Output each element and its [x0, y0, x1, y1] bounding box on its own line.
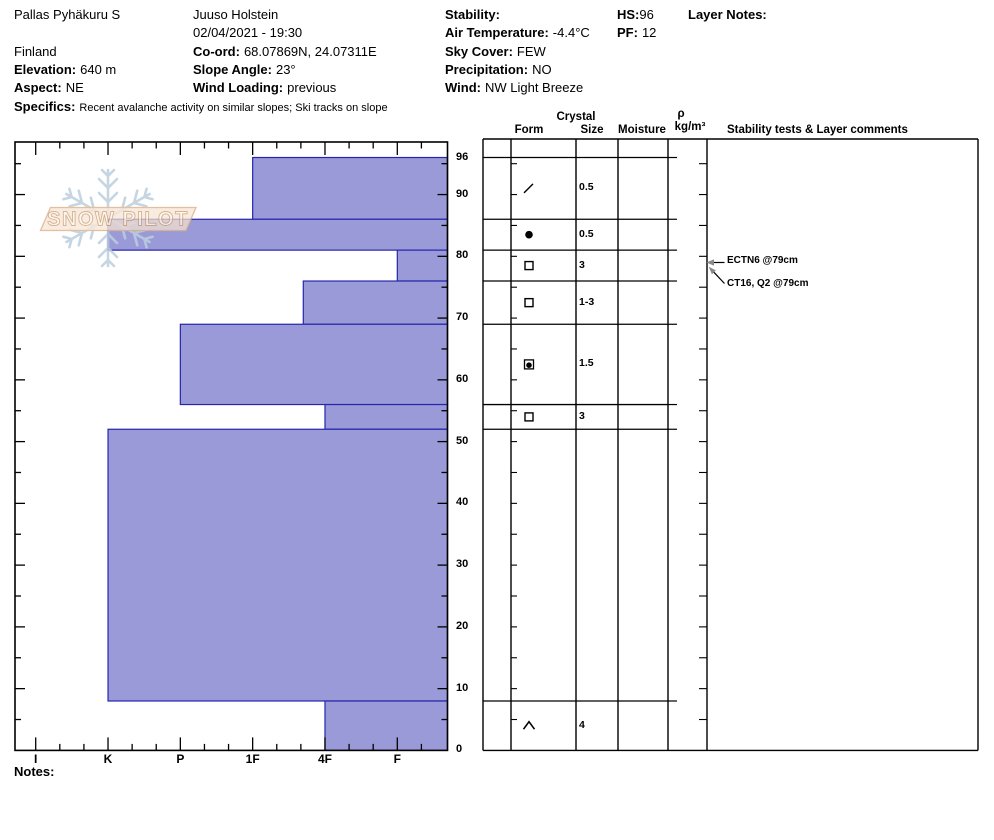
layer-bar-96-86 [252, 156, 449, 220]
pit-coordinates: Co-ord: 68.07869N, 24.07311E [193, 43, 377, 59]
col-header-density-units: kg/m³ [674, 121, 706, 133]
layer-bar-8-0 [324, 700, 449, 752]
specifics: Specifics: Recent avalanche activity on s… [14, 98, 388, 114]
notes-heading: Notes: [14, 764, 55, 779]
grain-form-symbols [522, 183, 536, 730]
chart-frame [14, 141, 449, 752]
precipitation: Precipitation: NO [445, 62, 552, 77]
x-axis-label-P: P [176, 751, 185, 766]
y-axis-label-96: 96 [456, 150, 469, 163]
slope-angle: Slope Angle: 23° [193, 62, 296, 77]
y-axis-label-60: 60 [456, 372, 469, 385]
stability-field: Stability: [445, 7, 500, 22]
col-header-moisture: Moisture [618, 124, 666, 136]
stability-test-arrows [706, 259, 725, 284]
stability-test-ectn: ECTN6 @79cm [727, 255, 798, 267]
layer-notes-heading: Layer Notes: [688, 7, 767, 22]
grain-size-value: 1.5 [579, 357, 594, 370]
x-axis-label-F: F [393, 751, 401, 766]
pit-datetime: 02/04/2021 - 19:30 [193, 25, 303, 41]
y-axis-label-80: 80 [456, 249, 469, 262]
site-aspect: Aspect: NE [14, 80, 84, 96]
snowpilot-logo: SNOW PILOT [39, 168, 197, 268]
grain-size-value: 3 [579, 258, 585, 271]
layer-table-grid [482, 138, 979, 752]
wind: Wind: NW Light Breeze [445, 80, 584, 96]
y-axis-label-40: 40 [456, 496, 469, 509]
grain-size-value: 4 [579, 718, 585, 731]
sky-cover: Sky Cover: FEW [445, 43, 546, 59]
col-header-size: Size [580, 124, 604, 136]
y-axis-label-90: 90 [456, 187, 469, 200]
layer-bar-52-8 [107, 428, 449, 702]
grain-size-value: 1-3 [579, 295, 595, 308]
y-axis-label-20: 20 [456, 619, 469, 632]
x-axis-label-K: K [103, 751, 113, 766]
wind-loading: Wind Loading: previous [193, 80, 337, 96]
logo-banner [39, 206, 197, 232]
hardness-bars [107, 156, 449, 752]
pit-foot-depth: PF: 12 [617, 25, 657, 41]
site-elevation: Elevation: 640 m [14, 62, 117, 77]
snow-height-total: HS:96 [617, 7, 654, 22]
layer-bar-69-56 [179, 323, 449, 406]
air-temperature: Air Temperature: -4.4°C [445, 25, 590, 41]
layer-bar-56-52 [324, 403, 449, 430]
grain-size-value: 0.5 [579, 181, 594, 194]
stability-test-ct: CT16, Q2 @79cm [727, 277, 809, 289]
y-axis-label-30: 30 [456, 558, 469, 571]
x-axis-label-1F: 1F [245, 751, 260, 766]
y-axis-label-0: 0 [456, 743, 463, 756]
col-header-density-symbol: ρ [677, 108, 685, 120]
grain-size-value: 0.5 [579, 227, 594, 240]
x-axis-label-4F: 4F [317, 751, 332, 766]
col-header-form: Form [514, 124, 544, 136]
layer-bar-81-76 [396, 249, 449, 282]
y-axis-label-70: 70 [456, 311, 469, 324]
site-country: Finland [14, 43, 57, 59]
grain-size-value: 3 [579, 409, 585, 422]
x-axis-label-I: I [34, 751, 38, 766]
site-name: Pallas Pyhäkuru S [14, 7, 121, 22]
y-axis-label-50: 50 [456, 434, 469, 447]
y-axis-label-10: 10 [456, 681, 469, 694]
col-header-crystal: Crystal [556, 111, 596, 123]
layer-bar-76-69 [302, 280, 449, 325]
logo-text: SNOW PILOT [47, 209, 189, 231]
observer-name: Juuso Holstein [193, 7, 279, 22]
col-header-comments: Stability tests & Layer comments [727, 124, 908, 136]
